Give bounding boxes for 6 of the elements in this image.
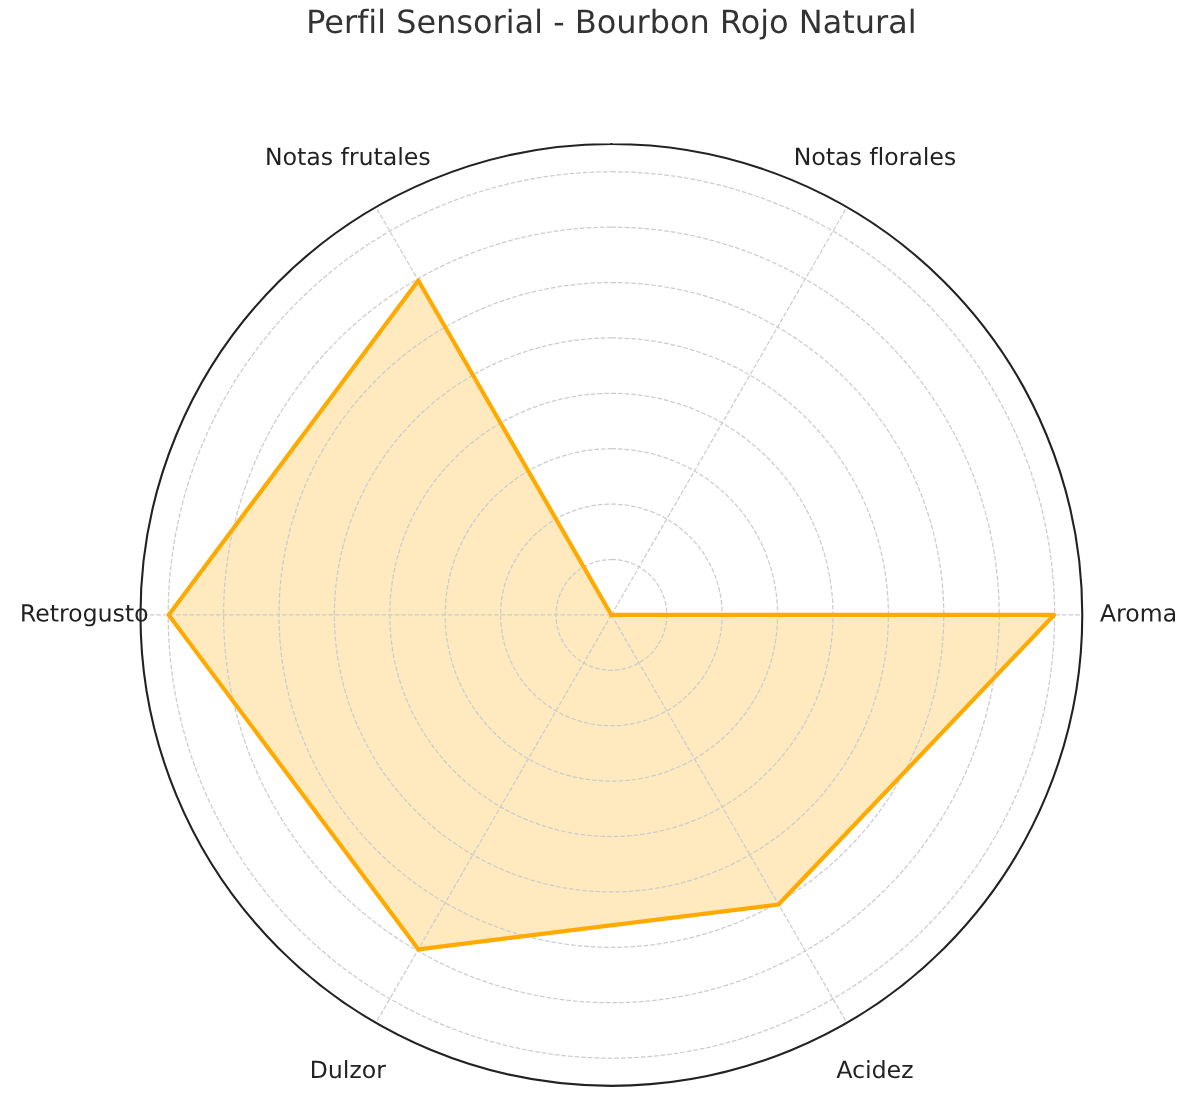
spoke-label: Dulzor	[312, 1060, 386, 1079]
spoke-label: Acidez	[836, 1060, 913, 1079]
spoke-label: Notas frutales	[267, 146, 430, 166]
spoke-label: Aroma	[1100, 604, 1176, 622]
spoke-label: Notas florales	[796, 146, 956, 166]
chart-title: Perfil Sensorial - Bourbon Rojo Natural	[309, 8, 914, 40]
